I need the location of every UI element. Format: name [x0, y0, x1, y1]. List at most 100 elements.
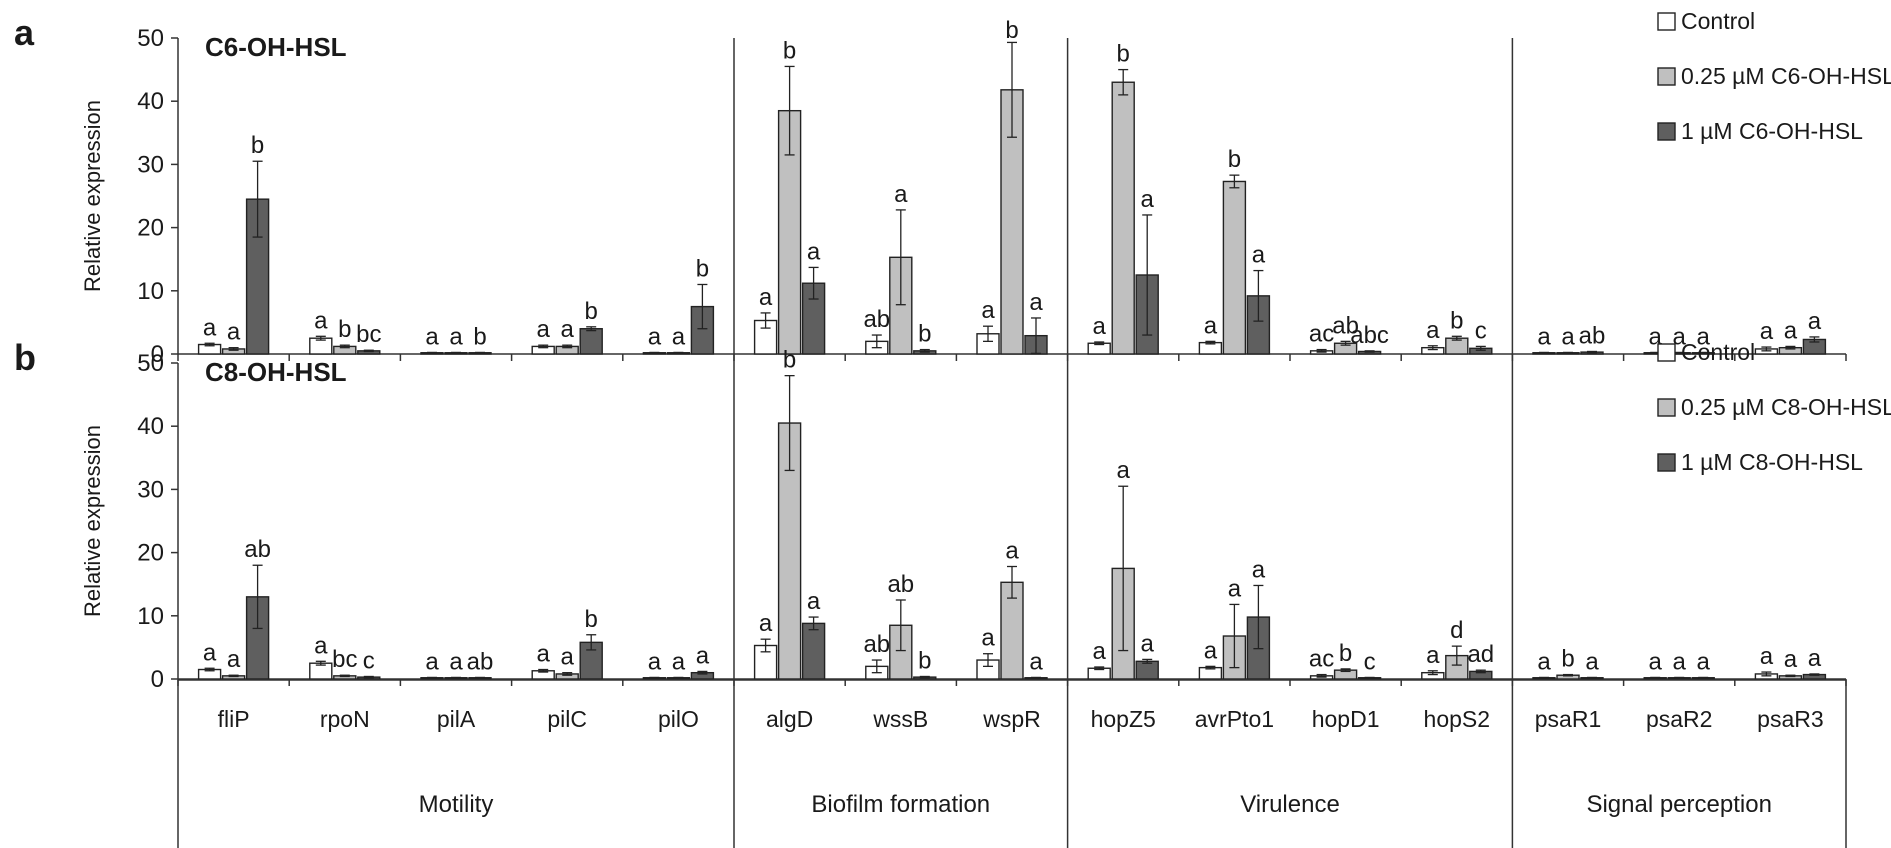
significance-letter: abc — [1350, 322, 1389, 349]
significance-letter: ab — [467, 648, 494, 675]
y-tick-label: 20 — [137, 215, 164, 242]
significance-letter: a — [1561, 323, 1575, 350]
significance-letter: bc — [356, 321, 381, 348]
significance-letter: b — [918, 647, 931, 674]
y-tick-label: 40 — [137, 413, 164, 440]
legend-swatch — [1657, 122, 1676, 141]
significance-letter: a — [1673, 323, 1687, 350]
significance-letter: a — [1204, 312, 1218, 339]
significance-letter: ab — [887, 571, 914, 598]
category-axis: fliP rpoN pilA pilC pilO algD wssB wspR hopZ5 avr… — [177, 38, 1847, 848]
chart-panel-b: b C8-OH-HSL Relative expression 0 10 20 30 40 50… — [14, 337, 1891, 693]
significance-letter: b — [1561, 646, 1574, 673]
significance-letter: d — [1450, 617, 1463, 644]
significance-letter: a — [561, 316, 575, 343]
significance-letter: a — [1697, 323, 1711, 350]
significance-letter: a — [1093, 638, 1107, 665]
significance-letter: a — [227, 319, 241, 346]
category-label: pilC — [547, 706, 587, 732]
significance-letter: b — [1117, 41, 1130, 68]
category-label: hopD1 — [1312, 706, 1380, 732]
category-label: avrPto1 — [1195, 706, 1274, 732]
bar — [579, 328, 603, 355]
y-tick-label: 30 — [137, 476, 164, 503]
legend: Control 0.25 µM C6-OH-HSL 1 µM C6-OH-HSL — [1657, 8, 1891, 144]
significance-letter: b — [473, 323, 486, 350]
group-label: Biofilm formation — [811, 791, 990, 818]
significance-letter: a — [227, 646, 241, 673]
significance-letter: b — [783, 37, 796, 64]
significance-letter: ac — [1309, 321, 1334, 348]
significance-letter: ab — [1579, 322, 1606, 349]
significance-letter: a — [759, 610, 773, 637]
significance-letter: a — [1117, 457, 1131, 484]
y-tick-label: 30 — [137, 151, 164, 178]
legend-label: 0.25 µM C6-OH-HSL — [1681, 63, 1891, 89]
significance-letter: a — [537, 641, 551, 668]
y-tick-label: 50 — [137, 350, 164, 377]
bar — [1111, 81, 1135, 355]
significance-letter: ab — [863, 631, 890, 658]
category-label: wssB — [872, 706, 928, 732]
significance-letter: ab — [244, 536, 271, 563]
significance-letter: a — [696, 642, 710, 669]
y-tick-label: 10 — [137, 278, 164, 305]
legend-swatch — [1657, 12, 1676, 31]
y-tick-label: 10 — [137, 603, 164, 630]
significance-letter: c — [1364, 648, 1376, 675]
legend-label: Control — [1681, 339, 1755, 365]
significance-letter: a — [1673, 648, 1687, 675]
significance-letter: a — [1228, 575, 1242, 602]
significance-letter: b — [1450, 307, 1463, 334]
significance-letter: a — [807, 588, 821, 615]
significance-letter: a — [672, 323, 686, 350]
y-tick-label: 0 — [151, 666, 164, 693]
category-label: psaR3 — [1757, 706, 1823, 732]
significance-letter: a — [648, 323, 662, 350]
significance-letter: a — [314, 632, 328, 659]
significance-letter: a — [1029, 648, 1043, 675]
significance-letter: a — [1141, 630, 1155, 657]
panel-letter: b — [14, 337, 36, 378]
significance-letter: a — [672, 648, 686, 675]
significance-letter: a — [561, 644, 575, 671]
significance-letter: ad — [1467, 641, 1494, 668]
significance-letter: a — [1426, 317, 1440, 344]
significance-letter: a — [1426, 642, 1440, 669]
significance-letter: a — [1697, 648, 1711, 675]
chart-title: C8-OH-HSL — [205, 357, 347, 387]
significance-letter: b — [251, 132, 264, 159]
legend-label: 1 µM C8-OH-HSL — [1681, 449, 1863, 475]
significance-letter: b — [918, 321, 931, 348]
significance-letter: a — [449, 648, 463, 675]
significance-letter: a — [759, 284, 773, 311]
significance-letter: a — [1029, 289, 1043, 316]
group-label: Motility — [419, 791, 494, 818]
significance-letter: a — [1585, 648, 1599, 675]
chart-panel-a: a C6-OH-HSL Relative expression 0 10 20 30 40 50… — [14, 8, 1891, 368]
significance-letter: b — [338, 316, 351, 343]
significance-letter: a — [1537, 323, 1551, 350]
significance-letter: a — [981, 625, 995, 652]
chart-title: C6-OH-HSL — [205, 32, 347, 62]
significance-letter: a — [1141, 186, 1155, 213]
significance-letter: a — [1252, 242, 1266, 269]
category-label: psaR2 — [1646, 706, 1712, 732]
category-label: pilA — [437, 706, 476, 732]
significance-letter: b — [1005, 17, 1018, 44]
significance-letter: b — [783, 347, 796, 374]
significance-letter: a — [981, 297, 995, 324]
significance-letter: a — [1760, 643, 1774, 670]
significance-letter: b — [585, 298, 598, 325]
significance-letter: a — [1649, 648, 1663, 675]
bar — [1222, 180, 1247, 355]
legend-swatch — [1657, 453, 1676, 472]
significance-letter: bc — [332, 646, 357, 673]
significance-letter: a — [449, 323, 463, 350]
